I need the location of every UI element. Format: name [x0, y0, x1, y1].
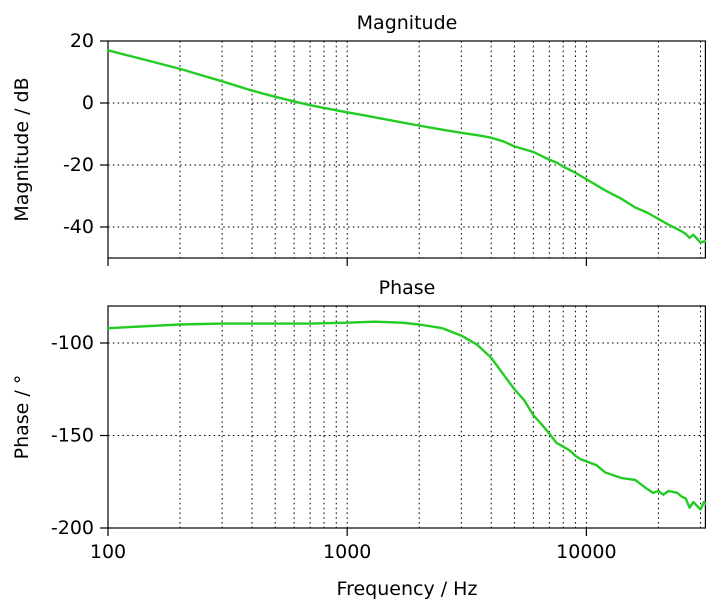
magnitude-ytick-label: -20	[63, 154, 94, 176]
phase-ylabel: Phase / °	[11, 375, 33, 460]
magnitude-ytick-label: -40	[63, 216, 94, 238]
phase-xtick-label: 100	[90, 541, 126, 563]
magnitude-title: Magnitude	[357, 12, 458, 34]
phase-title: Phase	[379, 277, 436, 299]
phase-xlabel: Frequency / Hz	[337, 578, 478, 600]
phase-ytick-label: -150	[51, 425, 94, 447]
magnitude-trace	[106, 49, 706, 244]
magnitude-ytick-label: 20	[70, 30, 94, 52]
phase-xtick-label: 10000	[556, 541, 616, 563]
phase-frame	[107, 305, 706, 529]
magnitude-frame	[107, 40, 706, 259]
phase-ytick-label: -100	[51, 332, 94, 354]
phase-ytick-label: -200	[51, 517, 94, 539]
magnitude-ytick-label: 0	[82, 92, 94, 114]
phase-xtick-label: 1000	[323, 541, 371, 563]
phase-trace	[106, 320, 706, 511]
magnitude-ylabel: Magnitude / dB	[11, 77, 33, 221]
